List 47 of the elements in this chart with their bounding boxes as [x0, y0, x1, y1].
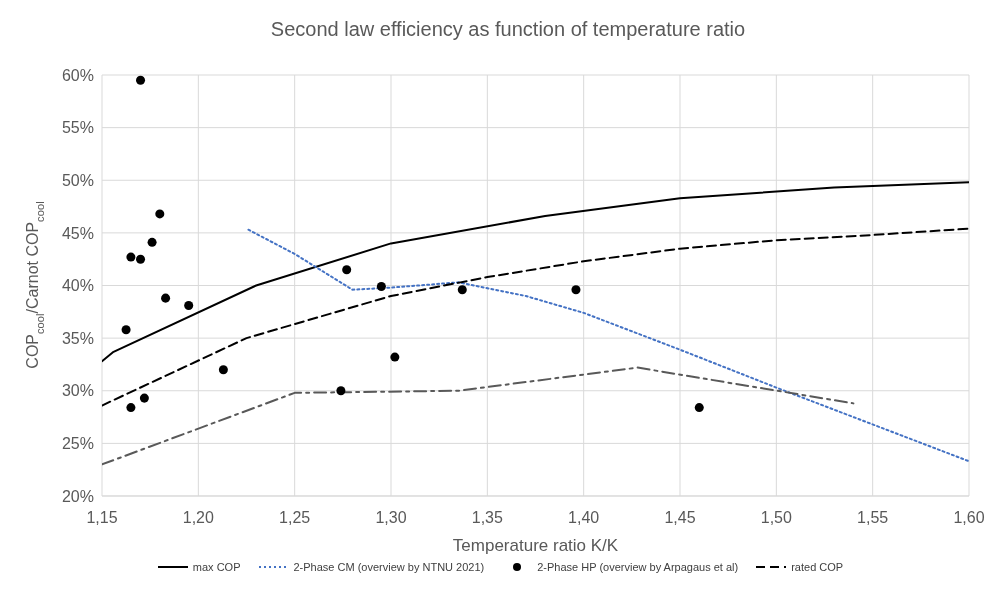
line-series: [102, 181, 969, 363]
y-tick-label: 25%: [61, 435, 94, 453]
line-series: [102, 366, 855, 466]
point: [457, 285, 467, 295]
x-tick-label: 1,35: [471, 509, 504, 527]
point: [218, 365, 228, 375]
point: [390, 352, 400, 362]
legend-label: rated COP: [791, 561, 844, 573]
point: [126, 252, 136, 262]
x-tick-label: 1,40: [568, 509, 600, 527]
point: [336, 386, 346, 396]
point: [147, 237, 157, 247]
x-tick-label: 1,50: [760, 509, 793, 527]
point: [571, 285, 581, 295]
point: [139, 393, 149, 403]
point: [136, 75, 146, 85]
point: [136, 254, 146, 264]
x-tick-label: 1,25: [279, 509, 311, 527]
y-tick-label: 55%: [61, 119, 94, 137]
legend-label: 2-Phase CM (overview by NTNU 2021): [293, 561, 485, 573]
x-tick-label: 1,30: [375, 509, 407, 527]
x-tick-label: 1,20: [182, 509, 215, 527]
y-tick-label: 35%: [61, 329, 94, 347]
x-tick-label: 1,60: [953, 509, 985, 527]
x-tick-label: 1,45: [664, 509, 696, 527]
point: [126, 403, 136, 413]
y-tick-label: 30%: [61, 382, 94, 400]
point: [155, 209, 165, 219]
y-tick-label: 60%: [61, 66, 94, 84]
line-series: [102, 227, 969, 407]
point: [694, 403, 704, 413]
point: [121, 325, 131, 335]
line-series: [247, 228, 969, 463]
point: [376, 282, 386, 292]
x-tick-label: 1,55: [857, 509, 889, 527]
y-tick-label: 20%: [61, 487, 94, 505]
point: [184, 300, 194, 310]
legend-label: max COP: [192, 561, 241, 573]
point: [342, 265, 352, 275]
y-tick-label: 40%: [61, 277, 94, 295]
y-tick-label: 45%: [61, 224, 94, 242]
legend-label: 2-Phase HP (overview by Arpagaus et al): [537, 561, 739, 573]
y-tick-label: 50%: [61, 171, 94, 189]
point: [161, 293, 171, 303]
chart-title: Second law efficiency as function of temperature ratio: [270, 18, 746, 40]
x-axis-title: Temperature ratio K/K: [452, 536, 619, 555]
x-tick-label: 1,15: [86, 509, 118, 527]
